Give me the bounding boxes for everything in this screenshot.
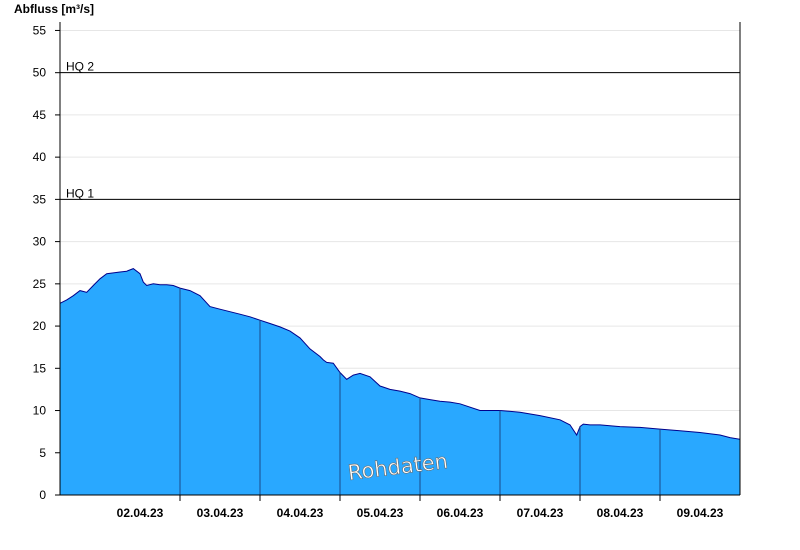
y-tick-label: 55 [33, 23, 47, 37]
y-tick-label: 30 [33, 235, 47, 249]
y-tick-label: 10 [33, 404, 47, 418]
y-tick-label: 5 [39, 446, 46, 460]
reference-lines: HQ 2 HQ 1 [60, 60, 740, 200]
x-tick-label: 06.04.23 [437, 506, 484, 520]
x-tick-label: 08.04.23 [597, 506, 644, 520]
x-tick-label: 09.04.23 [677, 506, 724, 520]
x-tick-label: 03.04.23 [197, 506, 244, 520]
reference-line-label: HQ 1 [66, 186, 94, 200]
discharge-area [60, 268, 740, 495]
y-axis-label: Abfluss [m³/s] [14, 2, 94, 16]
axes [55, 22, 741, 501]
discharge-line [59, 268, 741, 441]
reference-line-label: HQ 2 [66, 60, 94, 74]
x-tick-label: 07.04.23 [517, 506, 564, 520]
y-tick-label: 15 [33, 361, 47, 375]
tick-labels: 0 5 10 15 20 25 30 35 40 45 50 55 02.04.23 03.04.23 04… [33, 23, 724, 520]
x-tick-label: 05.04.23 [357, 506, 404, 520]
y-tick-label: 50 [33, 66, 47, 80]
area-layer [59, 268, 741, 495]
y-tick-label: 35 [33, 192, 47, 206]
y-tick-label: 40 [33, 150, 47, 164]
x-tick-label: 02.04.23 [117, 506, 164, 520]
y-tick-label: 45 [33, 108, 47, 122]
x-tick-label: 04.04.23 [277, 506, 324, 520]
y-tick-label: 25 [33, 277, 47, 291]
y-tick-label: 20 [33, 319, 47, 333]
y-tick-label: 0 [39, 488, 46, 502]
